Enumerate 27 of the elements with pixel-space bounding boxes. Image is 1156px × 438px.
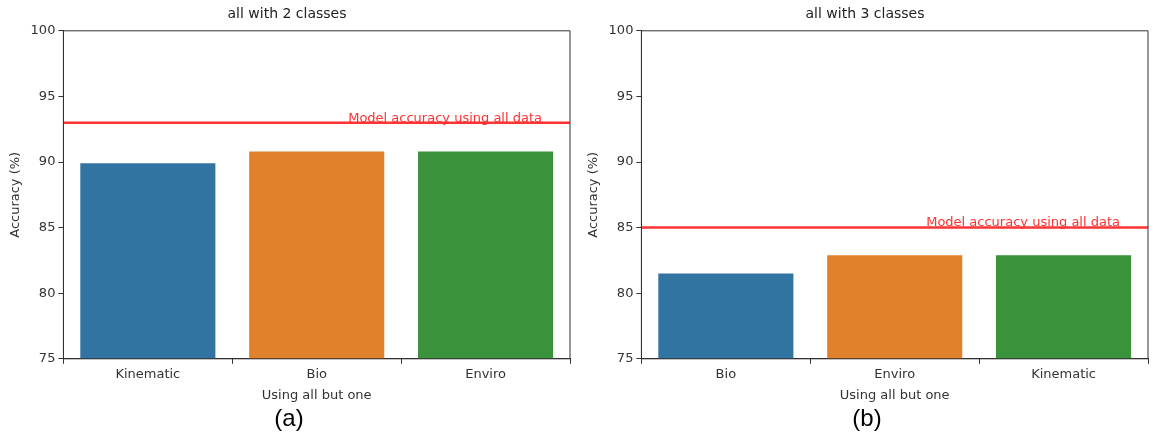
chart-title: all with 2 classes [227,5,347,22]
x-tick-label: Enviro [465,365,506,381]
x-tick-label: Enviro [874,365,916,381]
x-tick-label: Bio [306,365,327,381]
x-tick-label: Kinematic [1031,365,1097,381]
x-axis-title: Using all but one [839,386,950,402]
y-tick-label: 100 [30,22,56,38]
y-tick-label: 75 [38,350,56,366]
y-tick-label: 85 [616,218,634,234]
y-tick-label: 75 [616,350,634,366]
y-tick-label: 90 [38,153,56,169]
x-tick-label: Bio [715,365,737,381]
text: (b) [852,403,882,433]
y-tick-label: 90 [616,153,634,169]
y-tick-label: 85 [38,218,56,234]
chart-title: all with 3 classes [805,5,925,22]
text: (a) [274,403,304,433]
y-tick-label: 80 [38,284,56,300]
ref-line-label: Model accuracy using all data [348,109,542,125]
y-tick-label: 100 [608,22,634,38]
x-axis-title: Using all but one [261,386,372,402]
y-tick-label: 95 [38,87,56,103]
y-axis-title: Accuracy (%) [585,151,601,238]
y-tick-label: 95 [616,87,634,103]
y-tick-label: 80 [616,284,634,300]
y-axis-title: Accuracy (%) [7,151,23,238]
x-tick-label: Kinematic [115,365,181,381]
